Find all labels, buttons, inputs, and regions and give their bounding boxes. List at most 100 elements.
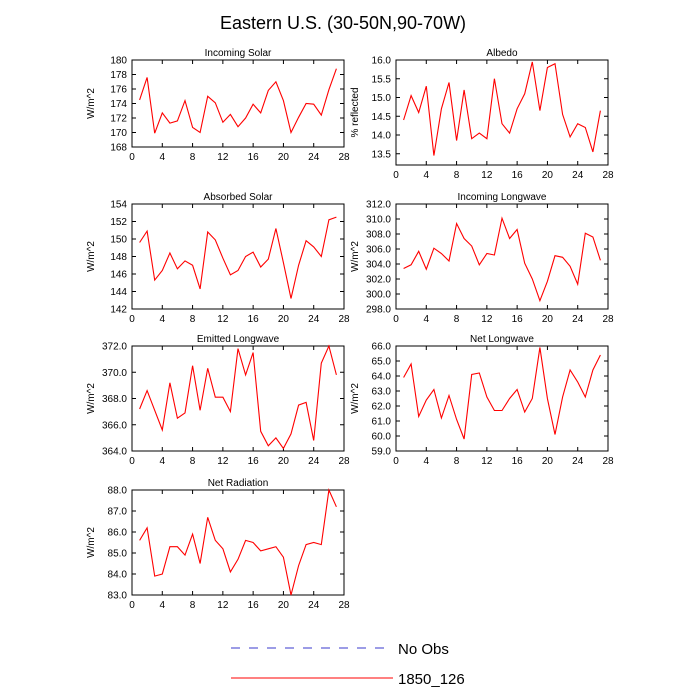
y-tick-label: 16.0 <box>372 56 392 67</box>
y-axis-label: W/m^2 <box>350 241 361 272</box>
x-tick-label: 8 <box>190 600 196 611</box>
plot-frame <box>395 203 609 310</box>
x-tick-label: 8 <box>190 456 196 467</box>
x-tick-label: 16 <box>248 314 260 325</box>
plot-frame <box>131 59 345 148</box>
x-tick-label: 28 <box>338 600 350 611</box>
x-tick-label: 16 <box>248 152 260 163</box>
y-tick-label: 148 <box>110 252 127 263</box>
y-tick-label: 15.0 <box>372 93 392 104</box>
x-tick-label: 24 <box>308 600 320 611</box>
y-tick-label: 168 <box>110 143 127 154</box>
y-tick-label: 302.0 <box>366 275 391 286</box>
x-tick-label: 16 <box>512 314 524 325</box>
y-tick-label: 370.0 <box>102 368 127 379</box>
panel-2: Albedo % reflected 0 4 8 12 16 20 24 28 13.5 14.0 14… <box>350 48 614 181</box>
x-tick-label: 24 <box>572 170 584 181</box>
x-tick-label: 12 <box>217 600 229 611</box>
x-tick-label: 24 <box>308 456 320 467</box>
y-tick-label: 152 <box>110 217 127 228</box>
x-tick-label: 0 <box>393 170 399 181</box>
legend-label: 1850_126 <box>398 671 465 688</box>
panel-7: Net Radiation W/m^2 0 4 8 12 16 20 24 28 83.0 84.0 8… <box>86 478 350 611</box>
y-tick-label: 85.0 <box>108 549 128 560</box>
y-tick-label: 59.0 <box>372 447 392 458</box>
x-tick-label: 28 <box>338 314 350 325</box>
x-tick-label: 8 <box>454 314 460 325</box>
legend-label: No Obs <box>398 641 449 658</box>
y-tick-label: 310.0 <box>366 215 391 226</box>
y-tick-label: 146 <box>110 270 127 281</box>
plot-frame <box>131 489 345 596</box>
x-tick-label: 24 <box>572 314 584 325</box>
panel-4: Incoming Longwave W/m^2 0 4 8 12 16 20 24 28 298.0… <box>350 192 614 325</box>
x-tick-label: 12 <box>481 314 493 325</box>
panel-title: Incoming Solar <box>205 48 272 59</box>
y-tick-label: 176 <box>110 85 127 96</box>
legend: No Obs 1850_126 <box>231 641 465 688</box>
x-tick-label: 8 <box>454 456 460 467</box>
x-tick-label: 28 <box>602 314 614 325</box>
y-tick-label: 300.0 <box>366 290 391 301</box>
x-tick-label: 24 <box>308 152 320 163</box>
panel-1: Incoming Solar W/m^2 0 4 8 12 16 20 24 28 168 170 17… <box>86 48 350 163</box>
y-axis-label: W/m^2 <box>86 241 97 272</box>
y-tick-label: 306.0 <box>366 245 391 256</box>
x-tick-label: 0 <box>129 456 135 467</box>
series-line <box>403 216 601 303</box>
y-axis-label: W/m^2 <box>86 527 97 558</box>
y-tick-label: 364.0 <box>102 447 127 458</box>
y-tick-label: 178 <box>110 70 127 81</box>
x-tick-label: 24 <box>308 314 320 325</box>
main-title: Eastern U.S. (30-50N,90-70W) <box>220 13 466 33</box>
panel-title: Net Radiation <box>208 478 269 489</box>
y-tick-label: 15.5 <box>372 74 392 85</box>
x-tick-label: 8 <box>190 314 196 325</box>
x-tick-label: 4 <box>160 600 166 611</box>
x-tick-label: 28 <box>338 152 350 163</box>
series-line <box>139 216 337 299</box>
y-axis-label: W/m^2 <box>86 88 97 119</box>
x-tick-label: 20 <box>278 314 290 325</box>
y-tick-label: 62.0 <box>372 402 392 413</box>
x-tick-label: 28 <box>338 456 350 467</box>
x-tick-label: 24 <box>572 456 584 467</box>
y-tick-label: 142 <box>110 305 127 316</box>
series-line <box>139 344 337 450</box>
x-tick-label: 4 <box>160 152 166 163</box>
x-tick-label: 12 <box>481 170 493 181</box>
series-line <box>139 68 337 135</box>
y-tick-label: 84.0 <box>108 570 128 581</box>
x-tick-label: 12 <box>217 152 229 163</box>
y-tick-label: 60.0 <box>372 432 392 443</box>
y-tick-label: 170 <box>110 128 127 139</box>
y-tick-label: 304.0 <box>366 260 391 271</box>
y-tick-label: 308.0 <box>366 230 391 241</box>
y-tick-label: 14.0 <box>372 131 392 142</box>
x-tick-label: 12 <box>217 314 229 325</box>
panel-5: Emitted Longwave W/m^2 0 4 8 12 16 20 24 28 364.0 3… <box>86 334 350 467</box>
x-tick-label: 16 <box>248 600 260 611</box>
y-tick-label: 154 <box>110 200 127 211</box>
panel-title: Net Longwave <box>470 334 534 345</box>
x-tick-label: 12 <box>217 456 229 467</box>
x-tick-label: 0 <box>393 456 399 467</box>
y-tick-label: 87.0 <box>108 507 128 518</box>
y-tick-label: 368.0 <box>102 394 127 405</box>
x-tick-label: 20 <box>278 600 290 611</box>
panel-title: Incoming Longwave <box>458 192 547 203</box>
y-tick-label: 61.0 <box>372 417 392 428</box>
x-tick-label: 0 <box>129 152 135 163</box>
panel-6: Net Longwave W/m^2 0 4 8 12 16 20 24 28 59.0 60.0 61… <box>350 334 614 467</box>
x-tick-label: 0 <box>393 314 399 325</box>
x-tick-label: 8 <box>190 152 196 163</box>
x-tick-label: 4 <box>424 314 430 325</box>
y-tick-label: 312.0 <box>366 200 391 211</box>
x-tick-label: 4 <box>160 314 166 325</box>
y-tick-label: 180 <box>110 56 127 67</box>
panel-title: Emitted Longwave <box>197 334 280 345</box>
y-tick-label: 14.5 <box>372 112 392 123</box>
plot-frame <box>395 345 609 452</box>
